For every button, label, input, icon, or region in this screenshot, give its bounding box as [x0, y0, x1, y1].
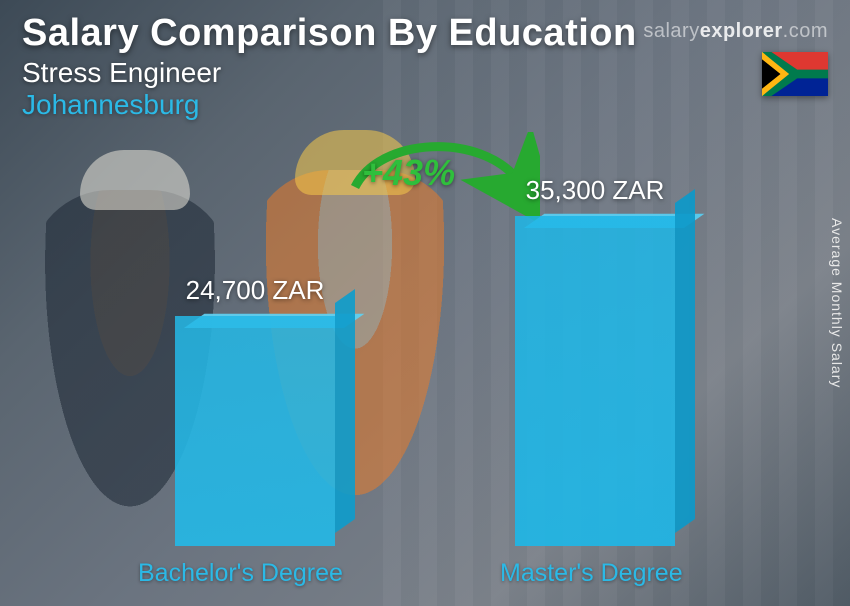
chart-subtitle-job: Stress Engineer [22, 57, 637, 89]
bar-front-face [515, 216, 675, 546]
watermark-prefix: salary [643, 20, 699, 42]
bar-bachelors [175, 316, 335, 546]
chart-title: Salary Comparison By Education [22, 12, 637, 55]
title-block: Salary Comparison By Education Stress En… [22, 12, 637, 121]
watermark: salaryexplorer.com [643, 20, 828, 43]
flag-south-africa-icon [762, 52, 828, 96]
bar-value-bachelors: 24,700 ZAR [160, 275, 350, 306]
bar-value-masters: 35,300 ZAR [500, 175, 690, 206]
watermark-suffix: .com [783, 20, 828, 42]
bar-group-bachelors: 24,700 ZAR [160, 275, 350, 546]
bar-side-face [675, 189, 695, 533]
watermark-bold: explorer [700, 20, 783, 42]
bar-side-face [335, 289, 355, 533]
category-label-masters: Master's Degree [500, 559, 683, 588]
category-label-bachelors: Bachelor's Degree [138, 559, 343, 588]
chart-area: 24,700 ZAR 35,300 ZAR Bachelor's Degree … [0, 166, 850, 606]
bar-masters [515, 216, 675, 546]
bar-group-masters: 35,300 ZAR [500, 175, 690, 546]
bar-front-face [175, 316, 335, 546]
chart-subtitle-location: Johannesburg [22, 89, 637, 121]
